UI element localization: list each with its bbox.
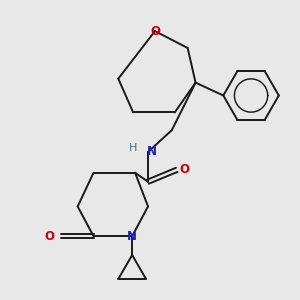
Text: O: O [150,25,160,38]
Text: N: N [147,146,157,158]
Text: N: N [127,230,137,243]
Text: O: O [44,230,54,243]
Text: O: O [180,163,190,176]
Text: H: H [129,143,137,153]
